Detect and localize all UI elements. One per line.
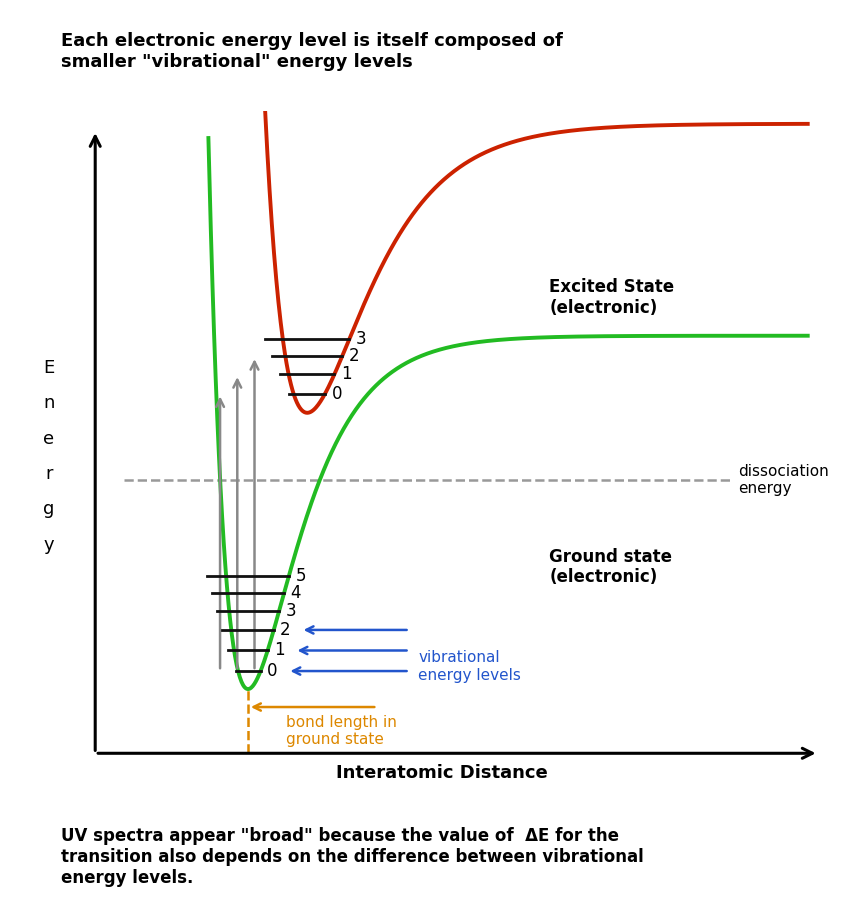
Text: 3: 3	[286, 602, 296, 620]
Text: bond length in
ground state: bond length in ground state	[286, 715, 397, 748]
Text: 0: 0	[332, 384, 342, 403]
Text: n: n	[43, 395, 55, 412]
Text: g: g	[43, 500, 55, 518]
Text: 1: 1	[341, 365, 352, 383]
Text: r: r	[45, 465, 53, 483]
Text: Interatomic Distance: Interatomic Distance	[336, 764, 547, 783]
Text: 2: 2	[281, 621, 291, 638]
Text: Each electronic energy level is itself composed of
smaller "vibrational" energy : Each electronic energy level is itself c…	[61, 32, 563, 71]
Text: vibrational
energy levels: vibrational energy levels	[418, 650, 521, 683]
Text: UV spectra appear "broad" because the value of  ΔE for the
transition also depen: UV spectra appear "broad" because the va…	[61, 827, 643, 887]
Text: 1: 1	[275, 641, 285, 660]
Text: y: y	[43, 536, 55, 553]
Text: 4: 4	[291, 584, 301, 602]
Text: Excited State
(electronic): Excited State (electronic)	[549, 278, 675, 317]
Text: 5: 5	[295, 567, 306, 585]
Text: 2: 2	[349, 347, 359, 365]
Text: e: e	[43, 430, 55, 447]
Text: 3: 3	[356, 330, 366, 348]
Text: 0: 0	[267, 663, 277, 680]
Text: Ground state
(electronic): Ground state (electronic)	[549, 548, 672, 587]
Text: dissociation
energy: dissociation energy	[738, 464, 829, 496]
Text: E: E	[43, 359, 55, 377]
